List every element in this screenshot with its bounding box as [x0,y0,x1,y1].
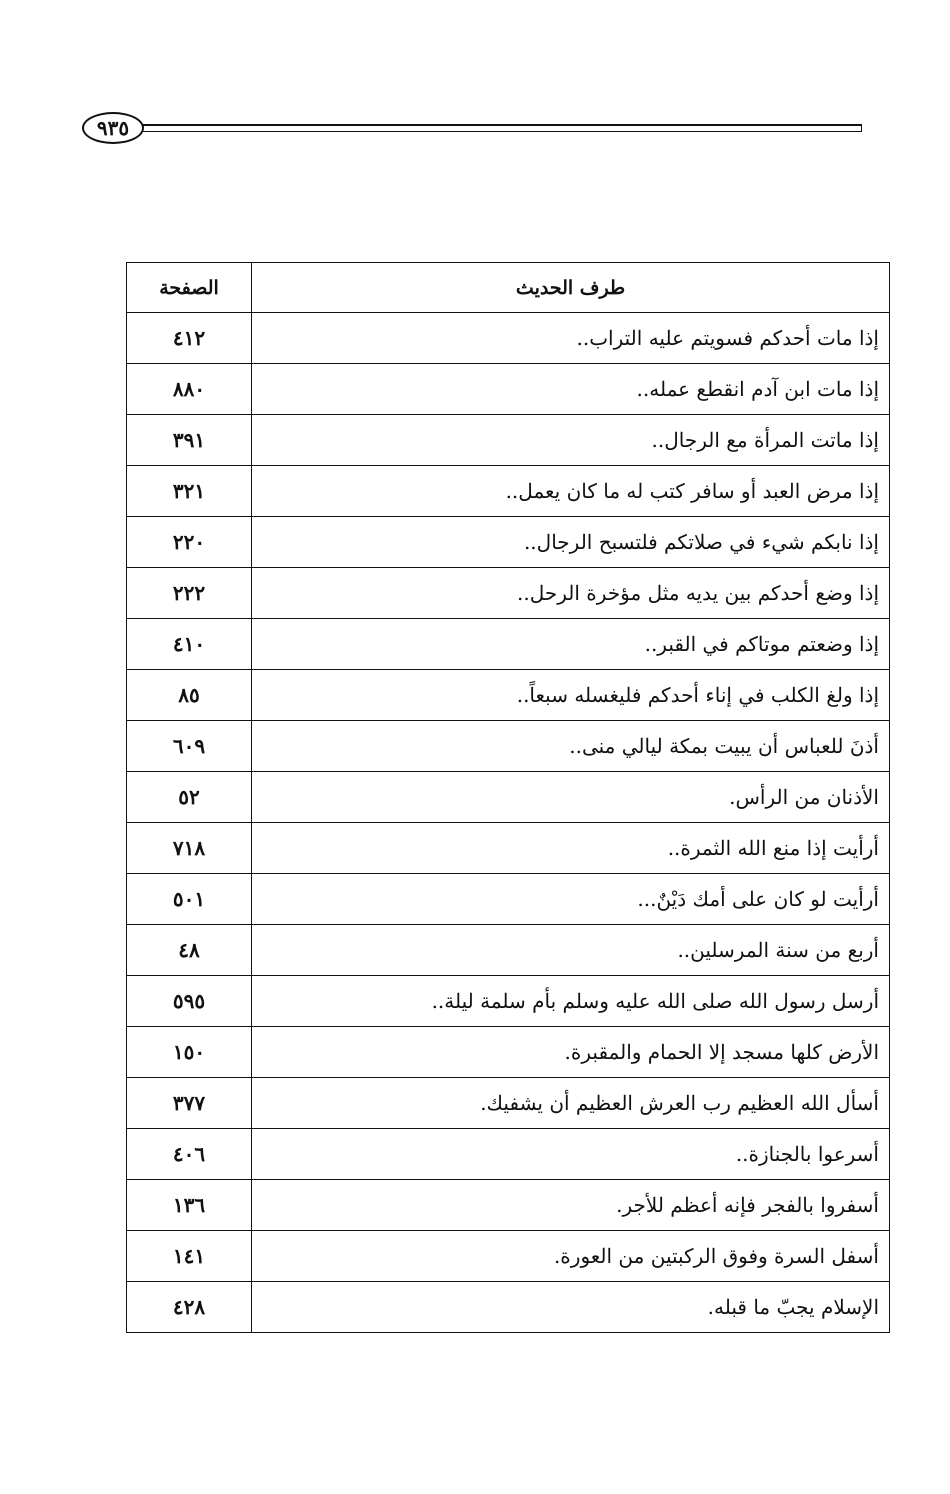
hadith-text: أذنَ للعباس أن يبيت بمكة ليالي منى.. [251,720,890,772]
table-row: أسأل الله العظيم رب العرش العظيم أن يشفي… [126,1077,890,1129]
table-row: أسفروا بالفجر فإنه أعظم للأجر. ١٣٦ [126,1179,890,1231]
page-ref: ٣٧٧ [126,1077,252,1129]
table-row: أرسل رسول الله صلى الله عليه وسلم بأم سل… [126,975,890,1027]
hadith-text: إذا مرض العبد أو سافر كتب له ما كان يعمل… [251,465,890,517]
hadith-text: إذا وضعتم موتاكم في القبر.. [251,618,890,670]
hadith-text: أرأيت إذا منع الله الثمرة.. [251,822,890,874]
page-header: ٩٣٥ [82,112,862,148]
hadith-text: إذا مات ابن آدم انقطع عمله.. [251,363,890,415]
page-number: ٩٣٥ [82,112,144,144]
hadith-index-table: طرف الحديث الصفحة إذا مات أحدكم فسويتم ع… [126,262,890,1333]
table-row: أرأيت إذا منع الله الثمرة.. ٧١٨ [126,822,890,874]
hadith-text: إذا ولغ الكلب في إناء أحدكم فليغسله سبعا… [251,669,890,721]
table-row: إذا نابكم شيء في صلاتكم فلتسبح الرجال.. ٢… [126,516,890,568]
table-row: إذا وضع أحدكم بين يديه مثل مؤخرة الرحل..… [126,567,890,619]
header-rule [140,124,862,132]
table-row: إذا ماتت المرأة مع الرجال.. ٣٩١ [126,414,890,466]
hadith-text: أربع من سنة المرسلين.. [251,924,890,976]
table-row: أربع من سنة المرسلين.. ٤٨ [126,924,890,976]
hadith-text: الأذنان من الرأس. [251,771,890,823]
hadith-text: إذا مات أحدكم فسويتم عليه التراب.. [251,312,890,364]
page-ref: ٢٢٠ [126,516,252,568]
page-ref: ٥٢ [126,771,252,823]
hadith-text: الأرض كلها مسجد إلا الحمام والمقبرة. [251,1026,890,1078]
page-ref: ٤١٠ [126,618,252,670]
table-row: إذا مرض العبد أو سافر كتب له ما كان يعمل… [126,465,890,517]
page-ref: ٤٠٦ [126,1128,252,1180]
page-ref: ٤٨ [126,924,252,976]
hadith-text: إذا ماتت المرأة مع الرجال.. [251,414,890,466]
hadith-text: أرأيت لو كان على أمك دَيْنٌ... [251,873,890,925]
table-row: الأرض كلها مسجد إلا الحمام والمقبرة. ١٥٠ [126,1026,890,1078]
table-row: أسرعوا بالجنازة.. ٤٠٦ [126,1128,890,1180]
hadith-text: أسفل السرة وفوق الركبتين من العورة. [251,1230,890,1282]
page-ref: ٦٠٩ [126,720,252,772]
page-ref: ١٥٠ [126,1026,252,1078]
table-row: الأذنان من الرأس. ٥٢ [126,771,890,823]
page-ref: ٢٢٢ [126,567,252,619]
hadith-text: أسأل الله العظيم رب العرش العظيم أن يشفي… [251,1077,890,1129]
table-row: أذنَ للعباس أن يبيت بمكة ليالي منى.. ٦٠٩ [126,720,890,772]
table-row: إذا مات ابن آدم انقطع عمله.. ٨٨٠ [126,363,890,415]
hadith-text: أسفروا بالفجر فإنه أعظم للأجر. [251,1179,890,1231]
page-ref: ٥٩٥ [126,975,252,1027]
table-row: إذا مات أحدكم فسويتم عليه التراب.. ٤١٢ [126,312,890,364]
hadith-text: إذا وضع أحدكم بين يديه مثل مؤخرة الرحل.. [251,567,890,619]
page-ref: ٤٢٨ [126,1281,252,1333]
page-ref: ٥٠١ [126,873,252,925]
table-row: أرأيت لو كان على أمك دَيْنٌ... ٥٠١ [126,873,890,925]
table-row: إذا وضعتم موتاكم في القبر.. ٤١٠ [126,618,890,670]
page-ref: ٣٩١ [126,414,252,466]
page-ref: ١٣٦ [126,1179,252,1231]
page-ref: ٣٢١ [126,465,252,517]
hadith-text: إذا نابكم شيء في صلاتكم فلتسبح الرجال.. [251,516,890,568]
page-ref: ٤١٢ [126,312,252,364]
header-page: الصفحة [126,262,252,313]
hadith-text: أرسل رسول الله صلى الله عليه وسلم بأم سل… [251,975,890,1027]
table-header-row: طرف الحديث الصفحة [126,262,890,313]
table-row: الإسلام يجبّ ما قبله. ٤٢٨ [126,1281,890,1333]
page-ref: ٨٥ [126,669,252,721]
hadith-text: أسرعوا بالجنازة.. [251,1128,890,1180]
hadith-text: الإسلام يجبّ ما قبله. [251,1281,890,1333]
page-ref: ١٤١ [126,1230,252,1282]
table-row: إذا ولغ الكلب في إناء أحدكم فليغسله سبعا… [126,669,890,721]
page-ref: ٨٨٠ [126,363,252,415]
header-hadith: طرف الحديث [251,262,890,313]
page-ref: ٧١٨ [126,822,252,874]
table-row: أسفل السرة وفوق الركبتين من العورة. ١٤١ [126,1230,890,1282]
